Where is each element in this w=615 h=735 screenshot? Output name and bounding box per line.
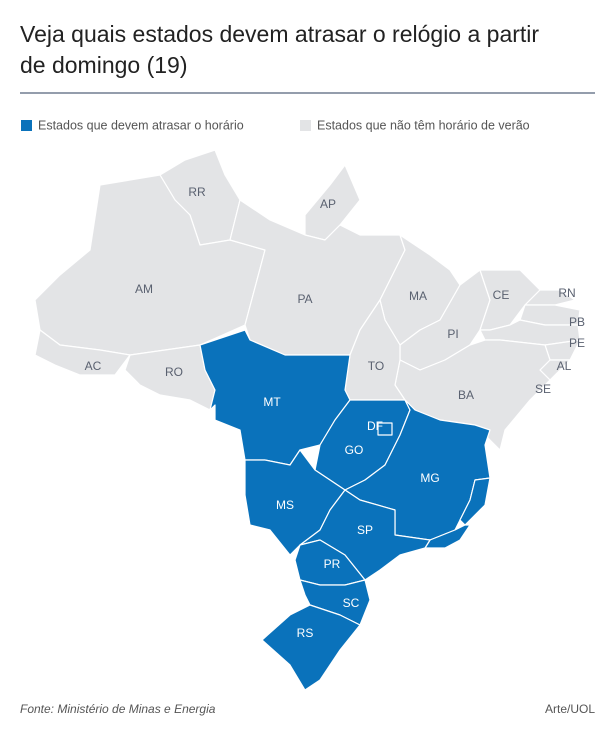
legend-label: Estados que não têm horário de verão <box>317 118 530 132</box>
source: Fonte: Ministério de Minas e Energia <box>20 702 216 716</box>
state-shape <box>377 422 393 436</box>
state-label: AP <box>320 197 336 211</box>
state-shape <box>299 489 431 581</box>
state-label: RO <box>165 365 183 379</box>
state-label: PE <box>569 336 585 350</box>
legend-swatch <box>21 120 32 131</box>
map <box>34 149 581 691</box>
state-label: PA <box>297 292 312 306</box>
state-shape <box>299 579 371 626</box>
state-label: MA <box>409 289 427 303</box>
state-label: PI <box>447 327 458 341</box>
state-label: MS <box>276 498 294 512</box>
state-label: AM <box>135 282 153 296</box>
credit: Arte/UOL <box>545 702 595 716</box>
state-label: SC <box>343 596 360 610</box>
state-label: PB <box>569 315 585 329</box>
state-shape <box>261 604 361 691</box>
state-label: ES <box>491 502 507 516</box>
state-label: AC <box>85 359 102 373</box>
state-label: MG <box>420 471 439 485</box>
state-shape <box>424 524 471 549</box>
state-label: MT <box>263 395 281 409</box>
state-label: RN <box>558 286 575 300</box>
state-shape <box>524 289 576 306</box>
legend-swatch <box>300 120 311 131</box>
state-label: GO <box>345 443 364 457</box>
state-label: SE <box>535 382 551 396</box>
state-shape <box>34 329 131 376</box>
state-label: AL <box>557 359 572 373</box>
state-label: DF <box>367 419 383 433</box>
state-label: BA <box>458 388 474 402</box>
state-labels: RR AP AM PA MA PI CE RN PB PE AL SE BA TO AC RO MT GO MG ES… <box>85 185 585 640</box>
title-line: de domingo (19) <box>20 52 188 78</box>
state-label: CE <box>493 288 510 302</box>
state-label: PR <box>324 557 341 571</box>
legend: Estados que devem atrasar o horário Estad… <box>21 118 530 132</box>
state-label: RJ <box>460 540 475 554</box>
state-label: RS <box>297 626 314 640</box>
state-label: SP <box>357 523 373 537</box>
title-line: Veja quais estados devem atrasar o relóg… <box>20 21 539 47</box>
state-label: TO <box>368 359 384 373</box>
legend-label: Estados que devem atrasar o horário <box>38 118 244 132</box>
state-label: RR <box>188 185 206 199</box>
